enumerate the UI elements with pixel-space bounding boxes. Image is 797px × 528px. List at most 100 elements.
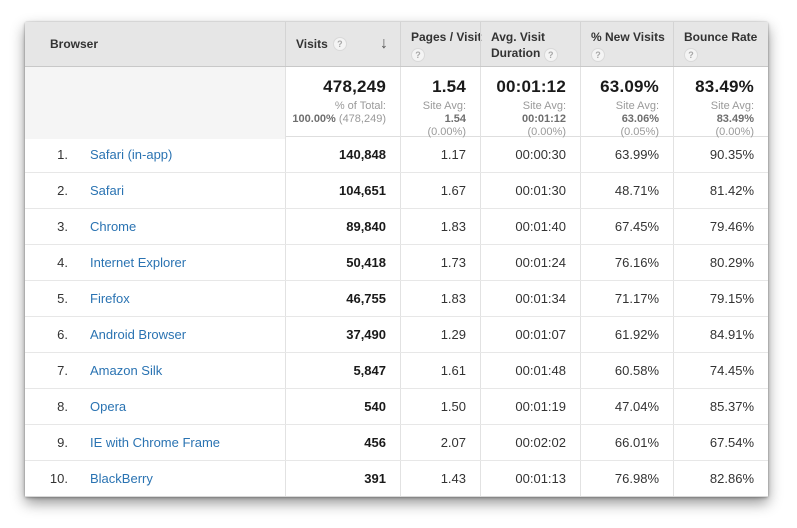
- summary-duration-label: Site Avg:: [522, 100, 566, 112]
- help-icon[interactable]: ?: [411, 47, 425, 62]
- visits-cell: 391: [285, 461, 400, 496]
- help-icon[interactable]: ?: [332, 37, 347, 51]
- sort-descending-icon[interactable]: ↓: [380, 35, 388, 52]
- browser-link[interactable]: Amazon Silk: [90, 363, 163, 378]
- row-rank: 3.: [57, 219, 68, 234]
- visits-cell: 540: [285, 389, 400, 424]
- column-label-visits: Visits: [296, 37, 328, 51]
- browser-link[interactable]: Safari (in-app): [90, 147, 173, 162]
- summary-pages-detail: 1.54 (0.00%): [407, 113, 466, 139]
- bounce-rate-cell: 84.91%: [673, 317, 768, 352]
- column-label-pct-new-visits: % New Visits: [591, 30, 665, 44]
- bounce-rate-cell: 90.35%: [673, 137, 768, 172]
- table-row: 2. Safari 104,651 1.67 00:01:30 48.71% 8…: [25, 173, 768, 209]
- browser-link[interactable]: Android Browser: [90, 327, 187, 342]
- pages-per-visit-cell: 1.43: [400, 461, 480, 496]
- bounce-rate-cell: 67.54%: [673, 425, 768, 460]
- avg-visit-duration-cell: 00:01:24: [480, 245, 580, 280]
- avg-visit-duration-cell: 00:01:40: [480, 209, 580, 244]
- help-icon[interactable]: ?: [684, 47, 698, 62]
- pages-per-visit-cell: 2.07: [400, 425, 480, 460]
- browser-cell: 1. Safari (in-app): [25, 137, 285, 172]
- summary-pages-total: 1.54: [432, 77, 466, 96]
- browser-cell: 9. IE with Chrome Frame: [25, 425, 285, 460]
- bounce-rate-cell: 74.45%: [673, 353, 768, 388]
- browser-link[interactable]: IE with Chrome Frame: [90, 435, 221, 450]
- summary-pages-paren: (0.00%): [427, 126, 466, 138]
- column-header-pages-per-visit[interactable]: Pages / Visit ?: [400, 22, 481, 66]
- pct-new-visits-cell: 61.92%: [580, 317, 673, 352]
- pages-per-visit-cell: 1.67: [400, 173, 480, 208]
- column-header-bounce-rate[interactable]: Bounce Rate ?: [673, 22, 768, 66]
- browser-cell: 6. Android Browser: [25, 317, 285, 352]
- avg-visit-duration-cell: 00:01:07: [480, 317, 580, 352]
- summary-browser-cell: [25, 67, 285, 139]
- column-header-pct-new-visits[interactable]: % New Visits ?: [580, 22, 673, 66]
- bounce-rate-cell: 79.46%: [673, 209, 768, 244]
- summary-avg-visit-duration-cell: 00:01:12 Site Avg: 00:01:12 (0.00%): [480, 67, 580, 139]
- bounce-rate-cell: 85.37%: [673, 389, 768, 424]
- table-row: 5. Firefox 46,755 1.83 00:01:34 71.17% 7…: [25, 281, 768, 317]
- bounce-rate-cell: 82.86%: [673, 461, 768, 496]
- browser-link[interactable]: Chrome: [90, 219, 137, 234]
- summary-bounce-detail: 83.49% (0.00%): [680, 113, 754, 139]
- table-row: 9. IE with Chrome Frame 456 2.07 00:02:0…: [25, 425, 768, 461]
- summary-duration-strong: 00:01:12: [521, 113, 566, 125]
- summary-newvisits-strong: 63.06%: [621, 113, 659, 125]
- summary-pages-strong: 1.54: [444, 113, 466, 125]
- pct-new-visits-cell: 60.58%: [580, 353, 673, 388]
- bounce-rate-cell: 81.42%: [673, 173, 768, 208]
- browser-link[interactable]: Firefox: [90, 291, 130, 306]
- column-header-browser[interactable]: Browser: [25, 22, 285, 66]
- pct-new-visits-cell: 76.98%: [580, 461, 673, 496]
- pages-per-visit-cell: 1.83: [400, 209, 480, 244]
- table-row: 4. Internet Explorer 50,418 1.73 00:01:2…: [25, 245, 768, 281]
- browser-cell: 8. Opera: [25, 389, 285, 424]
- browser-cell: 7. Amazon Silk: [25, 353, 285, 388]
- table-row: 1. Safari (in-app) 140,848 1.17 00:00:30…: [25, 137, 768, 173]
- browser-cell: 5. Firefox: [25, 281, 285, 316]
- browser-cell: 2. Safari: [25, 173, 285, 208]
- help-icon[interactable]: ?: [543, 47, 558, 62]
- summary-duration-total: 00:01:12: [496, 77, 566, 96]
- summary-visits-total: 478,249: [323, 77, 386, 96]
- summary-visits-paren: (478,249): [338, 113, 386, 125]
- summary-bounce-paren: (0.00%): [715, 126, 754, 138]
- visits-cell: 140,848: [285, 137, 400, 172]
- summary-pages-label: Site Avg:: [422, 100, 466, 112]
- help-icon[interactable]: ?: [591, 47, 605, 62]
- analytics-table: Browser Visits ? ↓ Pages / Visit ? Avg. …: [25, 22, 768, 497]
- summary-visits-detail: 100.00% (478,249): [292, 113, 386, 126]
- avg-visit-duration-cell: 00:01:34: [480, 281, 580, 316]
- browser-link[interactable]: Opera: [90, 399, 127, 414]
- column-header-visits[interactable]: Visits ? ↓: [285, 22, 400, 66]
- pct-new-visits-cell: 71.17%: [580, 281, 673, 316]
- column-header-avg-visit-duration[interactable]: Avg. Visit Duration ?: [480, 22, 580, 66]
- avg-visit-duration-cell: 00:02:02: [480, 425, 580, 460]
- row-rank: 5.: [57, 291, 68, 306]
- table-row: 7. Amazon Silk 5,847 1.61 00:01:48 60.58…: [25, 353, 768, 389]
- summary-bounce-strong: 83.49%: [716, 113, 754, 125]
- row-rank: 9.: [57, 435, 68, 450]
- browser-link[interactable]: BlackBerry: [90, 471, 153, 486]
- bounce-rate-cell: 80.29%: [673, 245, 768, 280]
- row-rank: 2.: [57, 183, 68, 198]
- avg-visit-duration-cell: 00:01:30: [480, 173, 580, 208]
- table-row: 10. BlackBerry 391 1.43 00:01:13 76.98% …: [25, 461, 768, 497]
- pages-per-visit-cell: 1.83: [400, 281, 480, 316]
- summary-visits-cell: 478,249 % of Total: 100.00% (478,249): [285, 67, 400, 139]
- summary-duration-paren: (0.00%): [527, 126, 566, 138]
- pages-per-visit-cell: 1.50: [400, 389, 480, 424]
- visits-cell: 5,847: [285, 353, 400, 388]
- summary-duration-detail: 00:01:12 (0.00%): [487, 113, 566, 139]
- summary-pct-new-visits-cell: 63.09% Site Avg: 63.06% (0.05%): [580, 67, 673, 139]
- pct-new-visits-cell: 48.71%: [580, 173, 673, 208]
- column-label-bounce-rate: Bounce Rate: [684, 30, 758, 44]
- visits-cell: 46,755: [285, 281, 400, 316]
- browser-link[interactable]: Safari: [90, 183, 124, 198]
- column-label-browser: Browser: [50, 37, 99, 51]
- browser-link[interactable]: Internet Explorer: [90, 255, 187, 270]
- summary-visits-label: % of Total:: [334, 100, 386, 112]
- avg-visit-duration-cell: 00:00:30: [480, 137, 580, 172]
- summary-newvisits-label: Site Avg:: [615, 100, 659, 112]
